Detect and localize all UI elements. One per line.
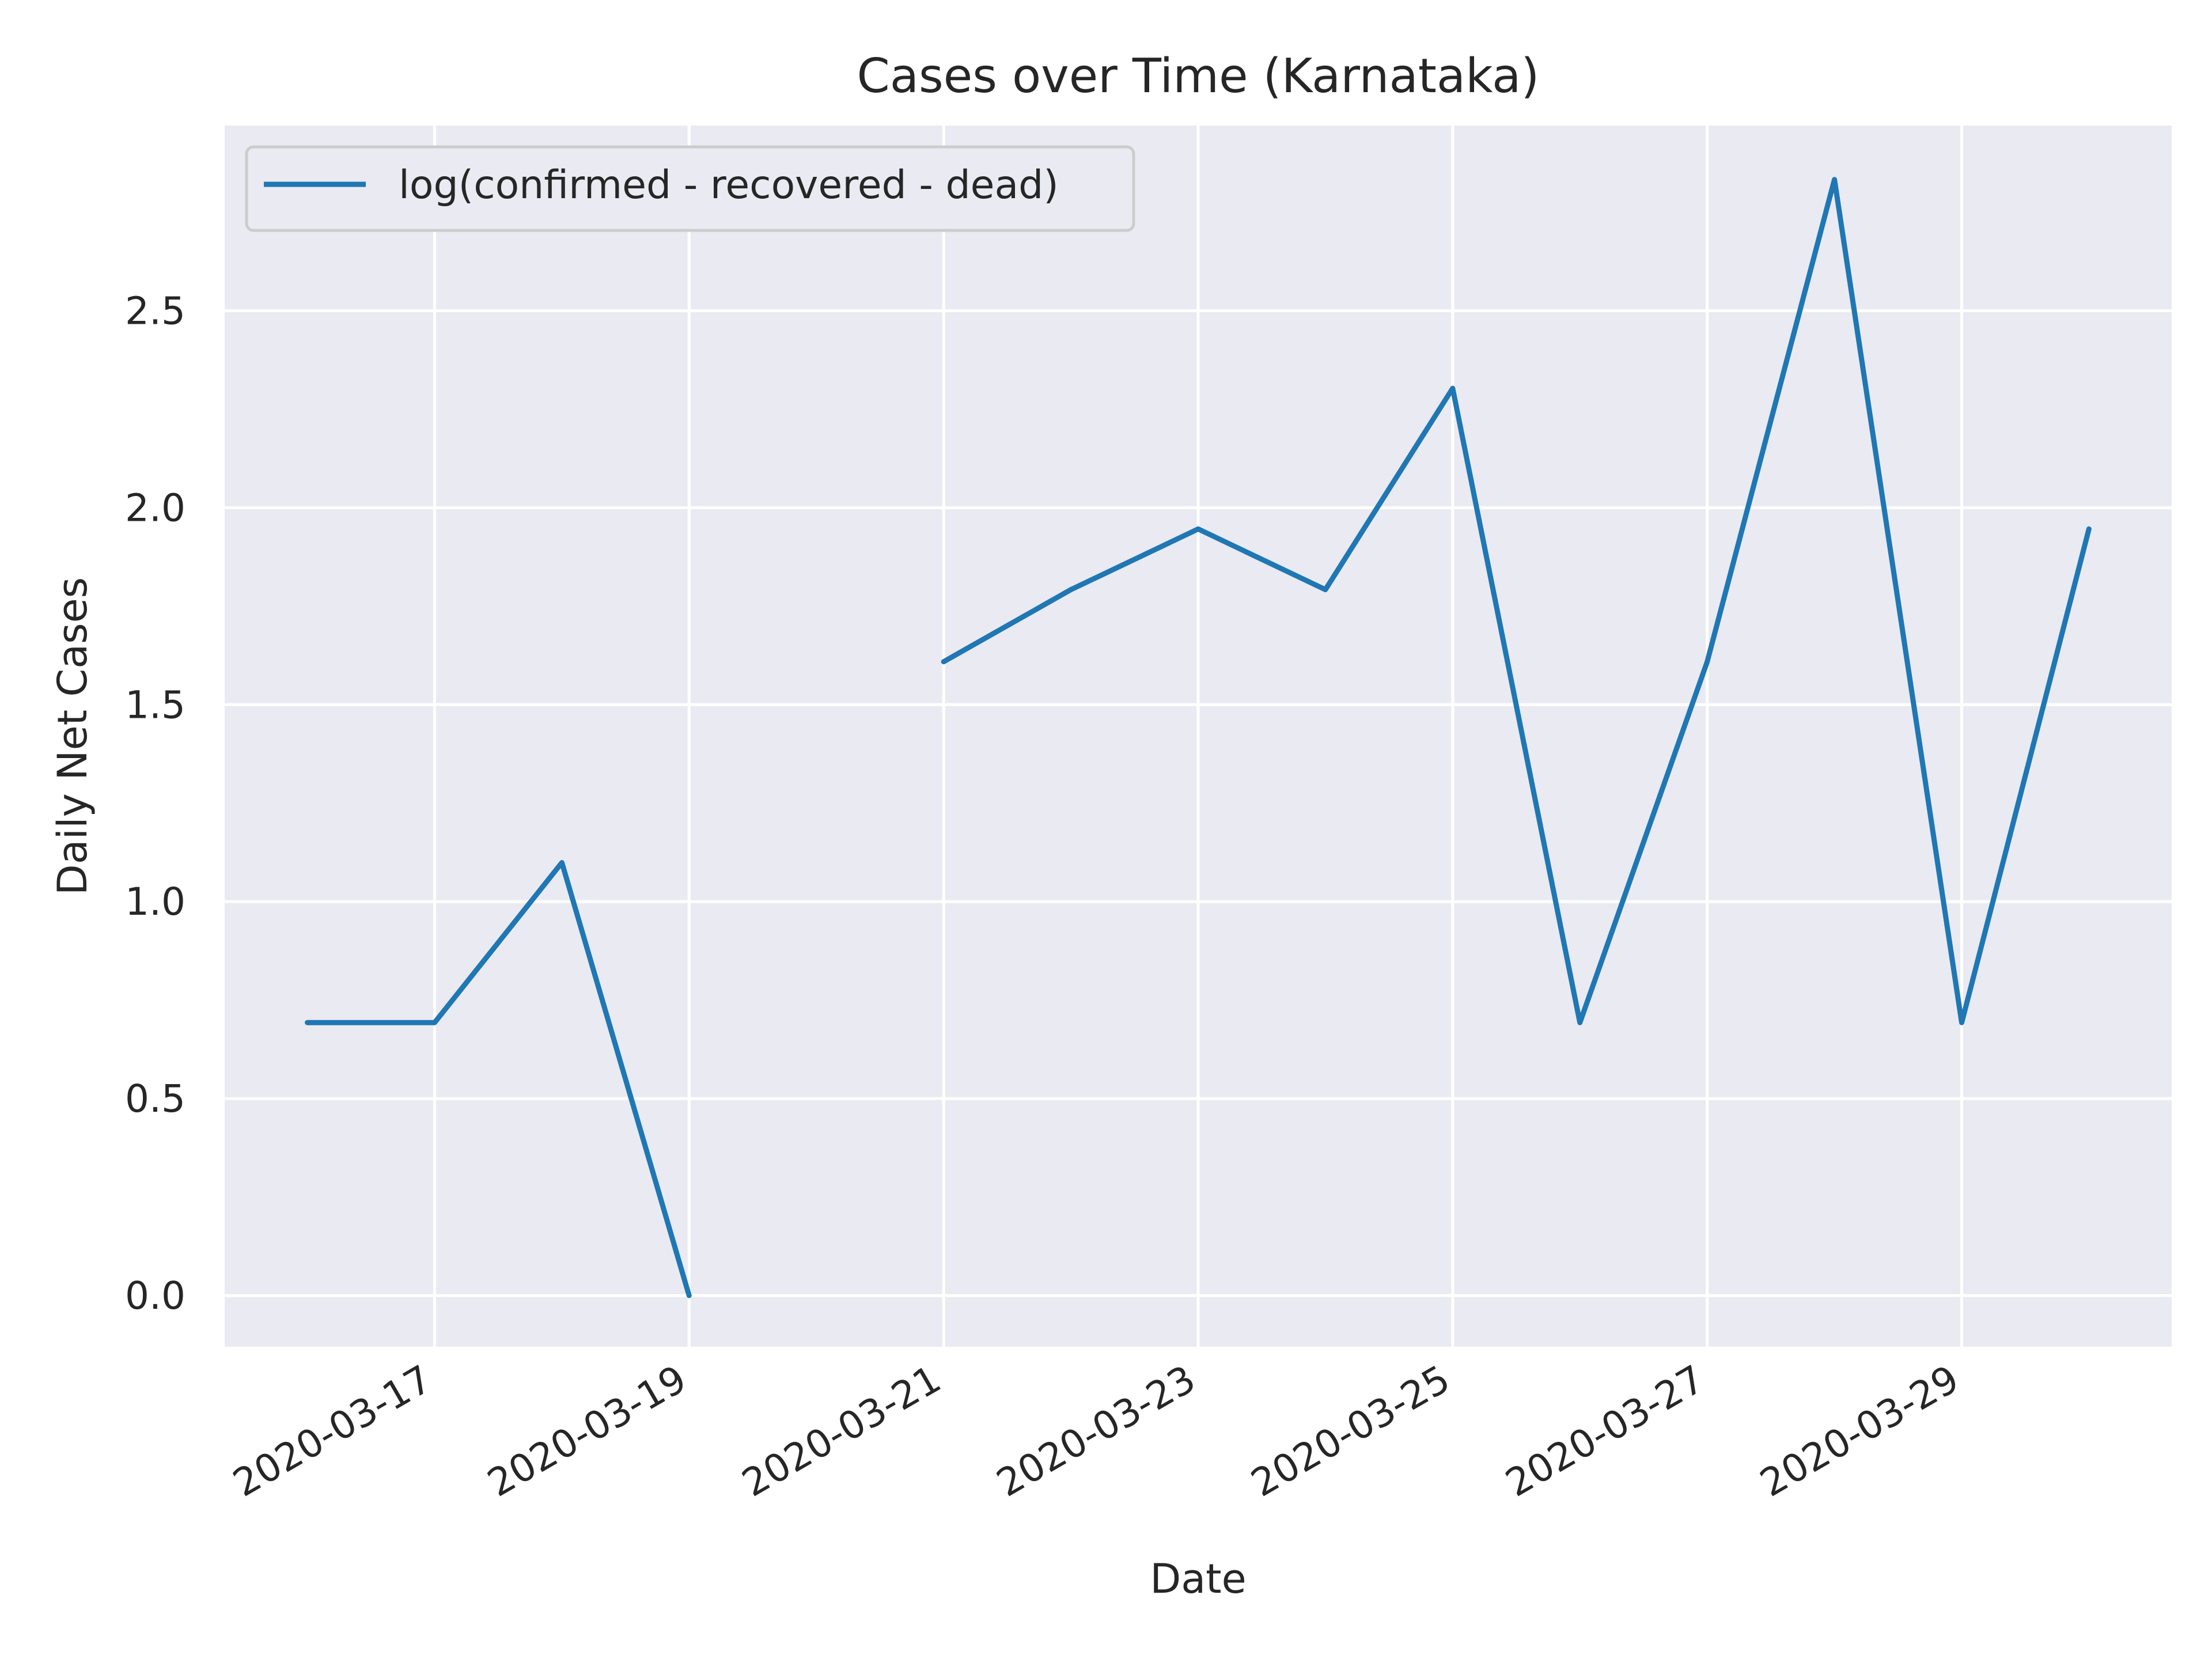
y-axis-label: Daily Net Cases [49,577,96,895]
series-layer [305,177,2092,1298]
y-tick-label: 1.0 [125,880,185,924]
grid [225,126,2172,1347]
y-tick-label: 0.0 [125,1274,185,1318]
y-tick-label: 1.5 [125,683,185,727]
x-axis-label: Date [1150,1555,1246,1603]
series-line [941,177,2092,1025]
legend-label: log(confirmed - recovered - dead) [399,162,1059,208]
series-line [305,860,692,1298]
y-tick-label: 2.5 [125,289,185,333]
legend-box [245,145,1135,232]
y-tick-labels: 0.0 0.5 1.0 1.5 2.0 2.5 [125,289,185,1318]
y-tick-label: 0.5 [125,1077,185,1121]
chart-title: Cases over Time (Karnataka) [857,49,1540,104]
y-tick-label: 2.0 [125,486,185,530]
legend: log(confirmed - recovered - dead) [245,145,1135,232]
